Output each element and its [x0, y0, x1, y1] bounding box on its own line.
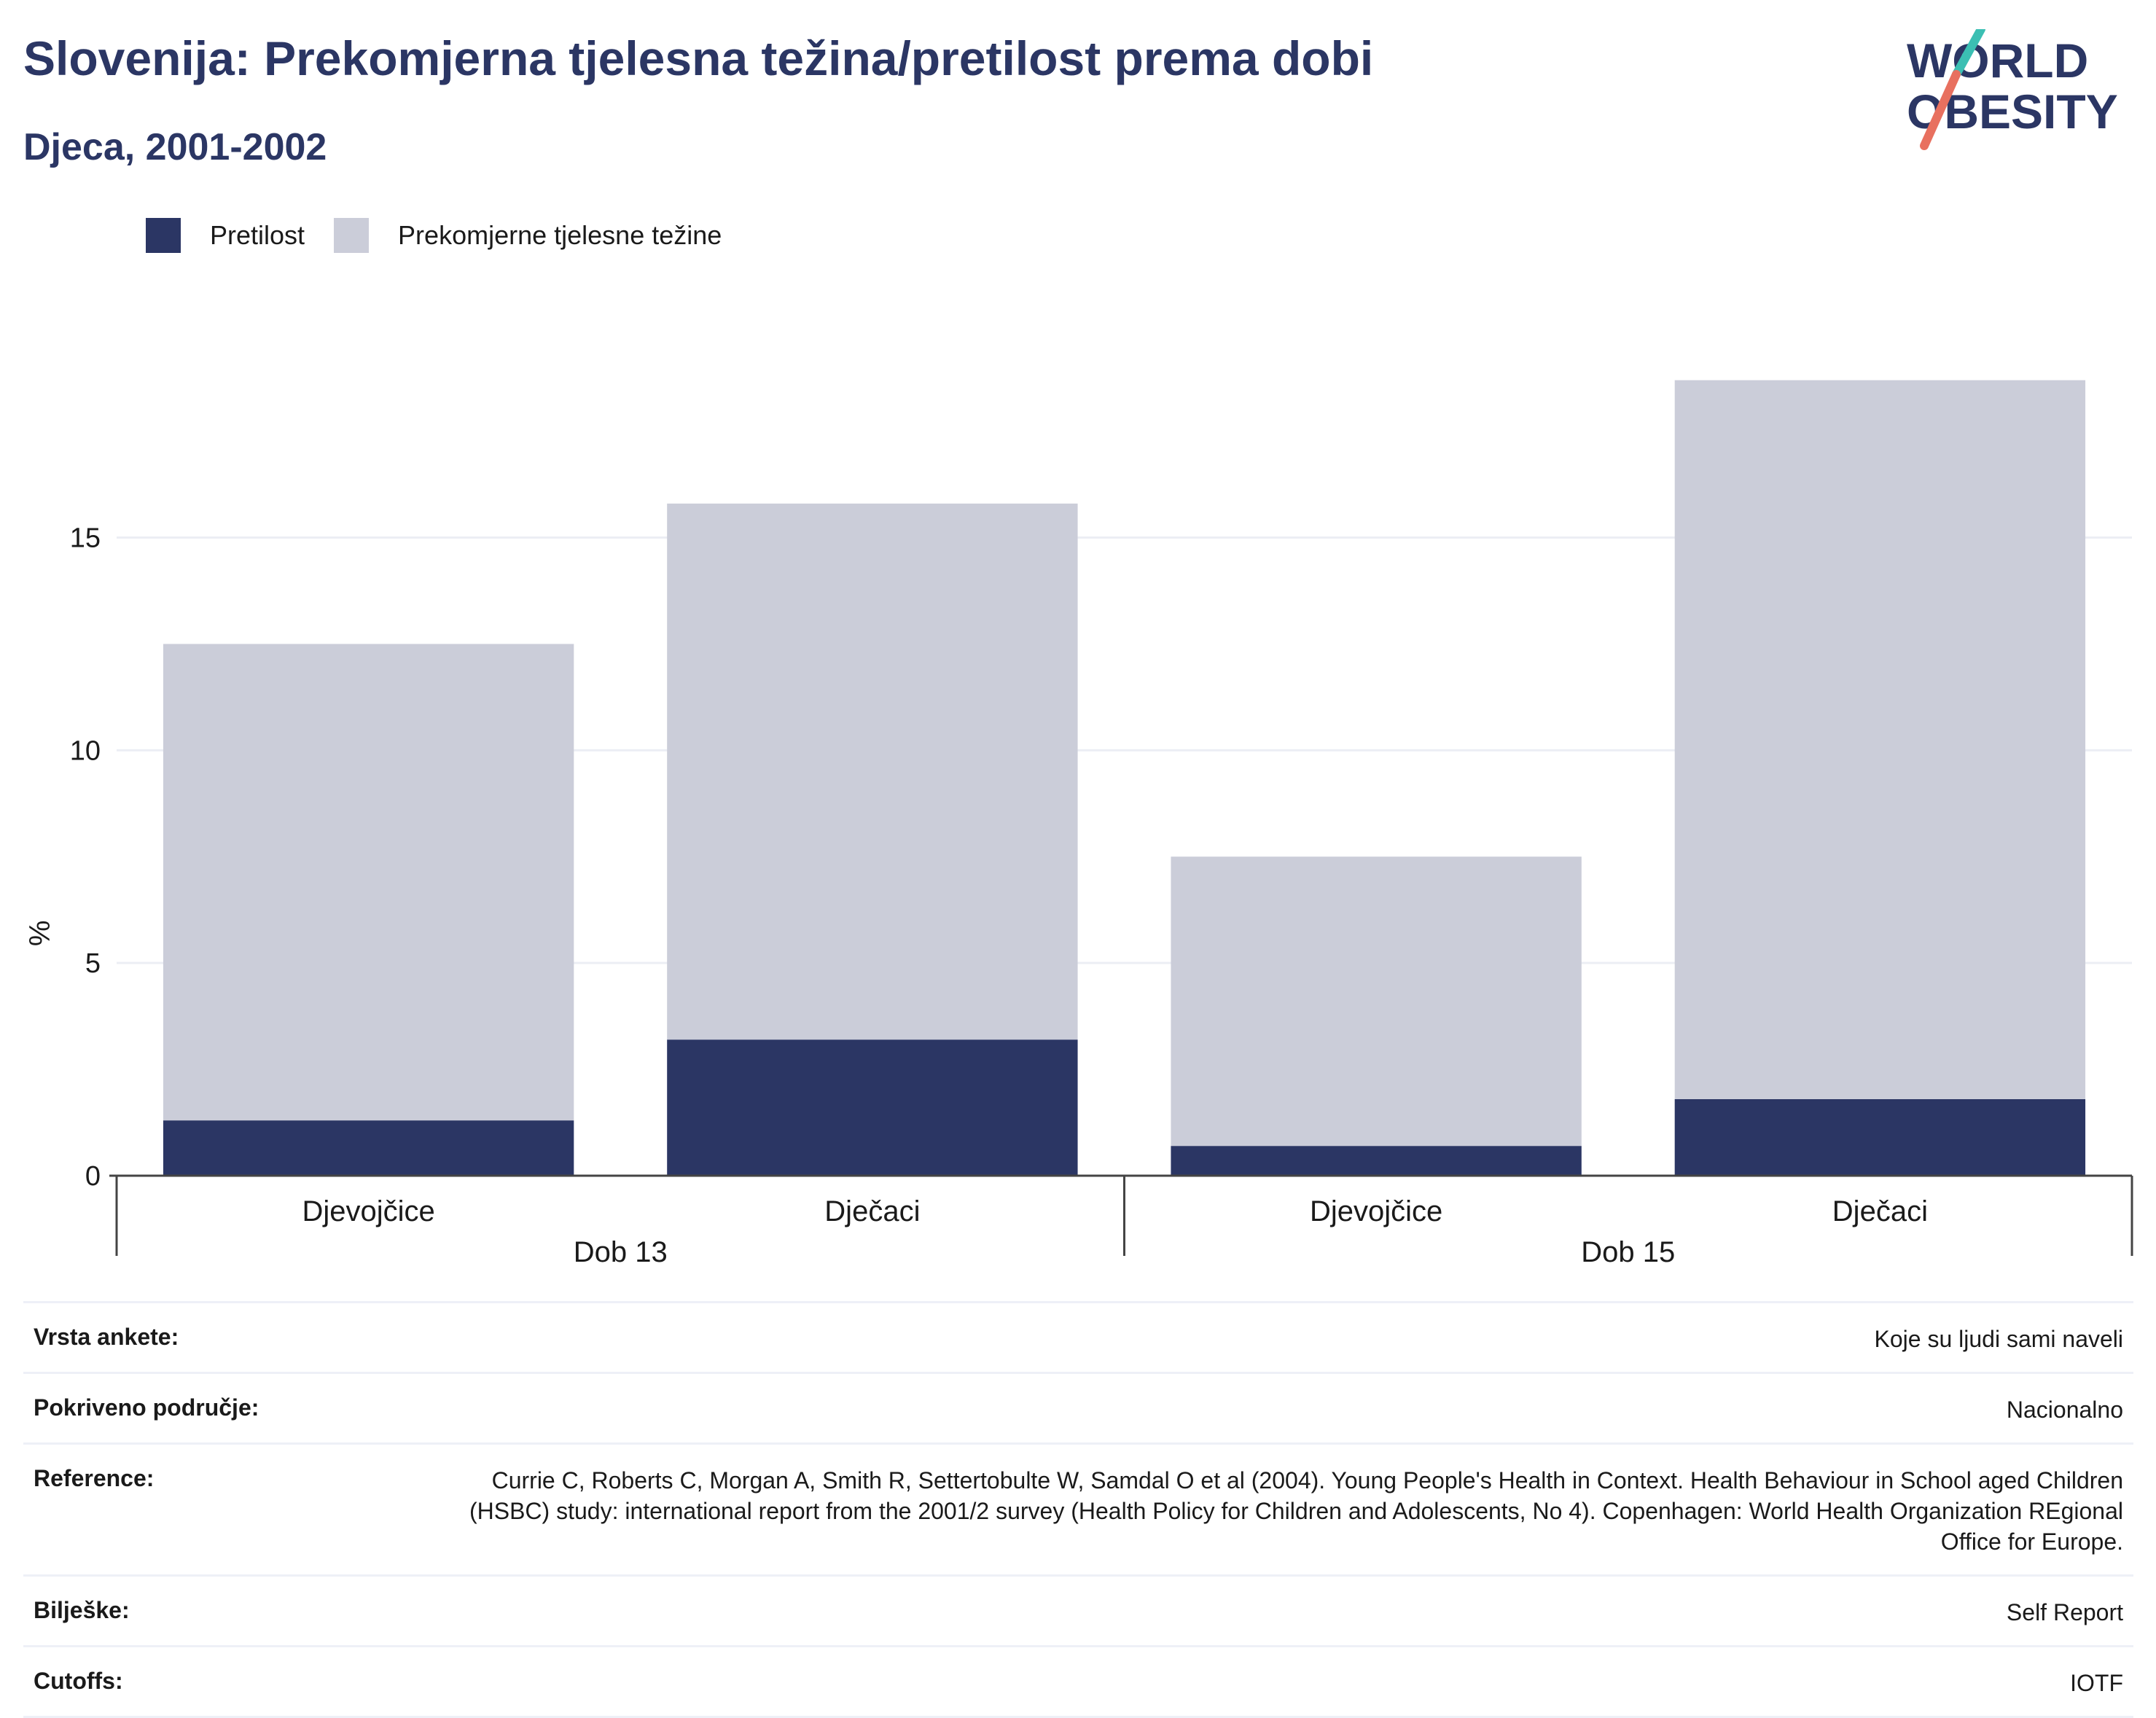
x-group-label: Dob 15	[1581, 1236, 1675, 1268]
meta-value: Self Report	[2006, 1599, 2123, 1625]
metadata-table: Vrsta ankete: Koje su ljudi sami naveli …	[23, 1301, 2133, 1718]
y-tick-label: 5	[85, 948, 101, 979]
x-category-label: Dječaci	[824, 1195, 920, 1227]
meta-key: Cutoffs:	[34, 1668, 123, 1694]
x-group-label: Dob 13	[574, 1236, 668, 1268]
meta-value: Nacionalno	[2006, 1397, 2123, 1423]
chart-legend: Pretilost Prekomjerne tjelesne težine	[146, 215, 751, 256]
meta-row-notes: Bilješke: Self Report	[23, 1574, 2133, 1645]
legend-label-obesity: Pretilost	[210, 220, 305, 250]
meta-row-cutoffs: Cutoffs: IOTF	[23, 1645, 2133, 1718]
bar-obesity	[1171, 1146, 1582, 1176]
bar-obesity	[667, 1039, 1078, 1176]
y-tick-label: 0	[85, 1161, 101, 1192]
y-tick-label: 10	[70, 735, 101, 766]
meta-value: Currie C, Roberts C, Morgan A, Smith R, …	[469, 1467, 2123, 1555]
bar-overweight	[1674, 380, 2086, 1099]
meta-key: Reference:	[34, 1465, 155, 1491]
logo-slash-teal	[1952, 29, 1985, 79]
meta-row-survey-type: Vrsta ankete: Koje su ljudi sami naveli	[23, 1301, 2133, 1372]
meta-key: Pokriveno područje:	[34, 1394, 259, 1421]
x-category-label: Djevojčice	[1310, 1195, 1442, 1227]
x-category-label: Djevojčice	[302, 1195, 434, 1227]
meta-row-reference: Reference: Currie C, Roberts C, Morgan A…	[23, 1442, 2133, 1574]
meta-key: Bilješke:	[34, 1597, 130, 1623]
bar-chart: 0 5 10 15% Djevojčice Dječaci Djevojčice Dječac…	[24, 380, 2133, 1268]
bar-overweight	[667, 503, 1078, 1040]
logo-text-world: WORLD	[1907, 34, 2088, 87]
legend-swatch-obesity	[146, 218, 181, 253]
logo-slash-coral	[1920, 70, 1961, 150]
legend-item-obesity[interactable]: Pretilost	[146, 218, 305, 253]
world-obesity-logo: WORLD OBESITY	[1907, 29, 2118, 150]
legend-label-overweight: Prekomjerne tjelesne težine	[398, 220, 722, 250]
bar-obesity	[163, 1120, 574, 1176]
meta-value: Koje su ljudi sami naveli	[1874, 1326, 2124, 1352]
chart-title: Slovenija: Prekomjerna tjelesna težina/p…	[23, 31, 1374, 85]
x-category-label: Dječaci	[1832, 1195, 1928, 1227]
legend-swatch-overweight	[334, 218, 370, 253]
meta-value: IOTF	[2070, 1670, 2123, 1696]
legend-item-overweight[interactable]: Prekomjerne tjelesne težine	[334, 218, 722, 253]
bar-obesity	[1674, 1098, 2086, 1176]
bar-overweight	[1171, 856, 1582, 1147]
chart-subtitle: Djeca, 2001-2002	[23, 126, 327, 168]
bar-overweight	[163, 644, 574, 1121]
y-tick-label: 15	[70, 523, 101, 554]
meta-key: Vrsta ankete:	[34, 1324, 179, 1350]
meta-row-coverage: Pokriveno područje: Nacionalno	[23, 1372, 2133, 1442]
y-axis-label: %	[24, 921, 56, 947]
